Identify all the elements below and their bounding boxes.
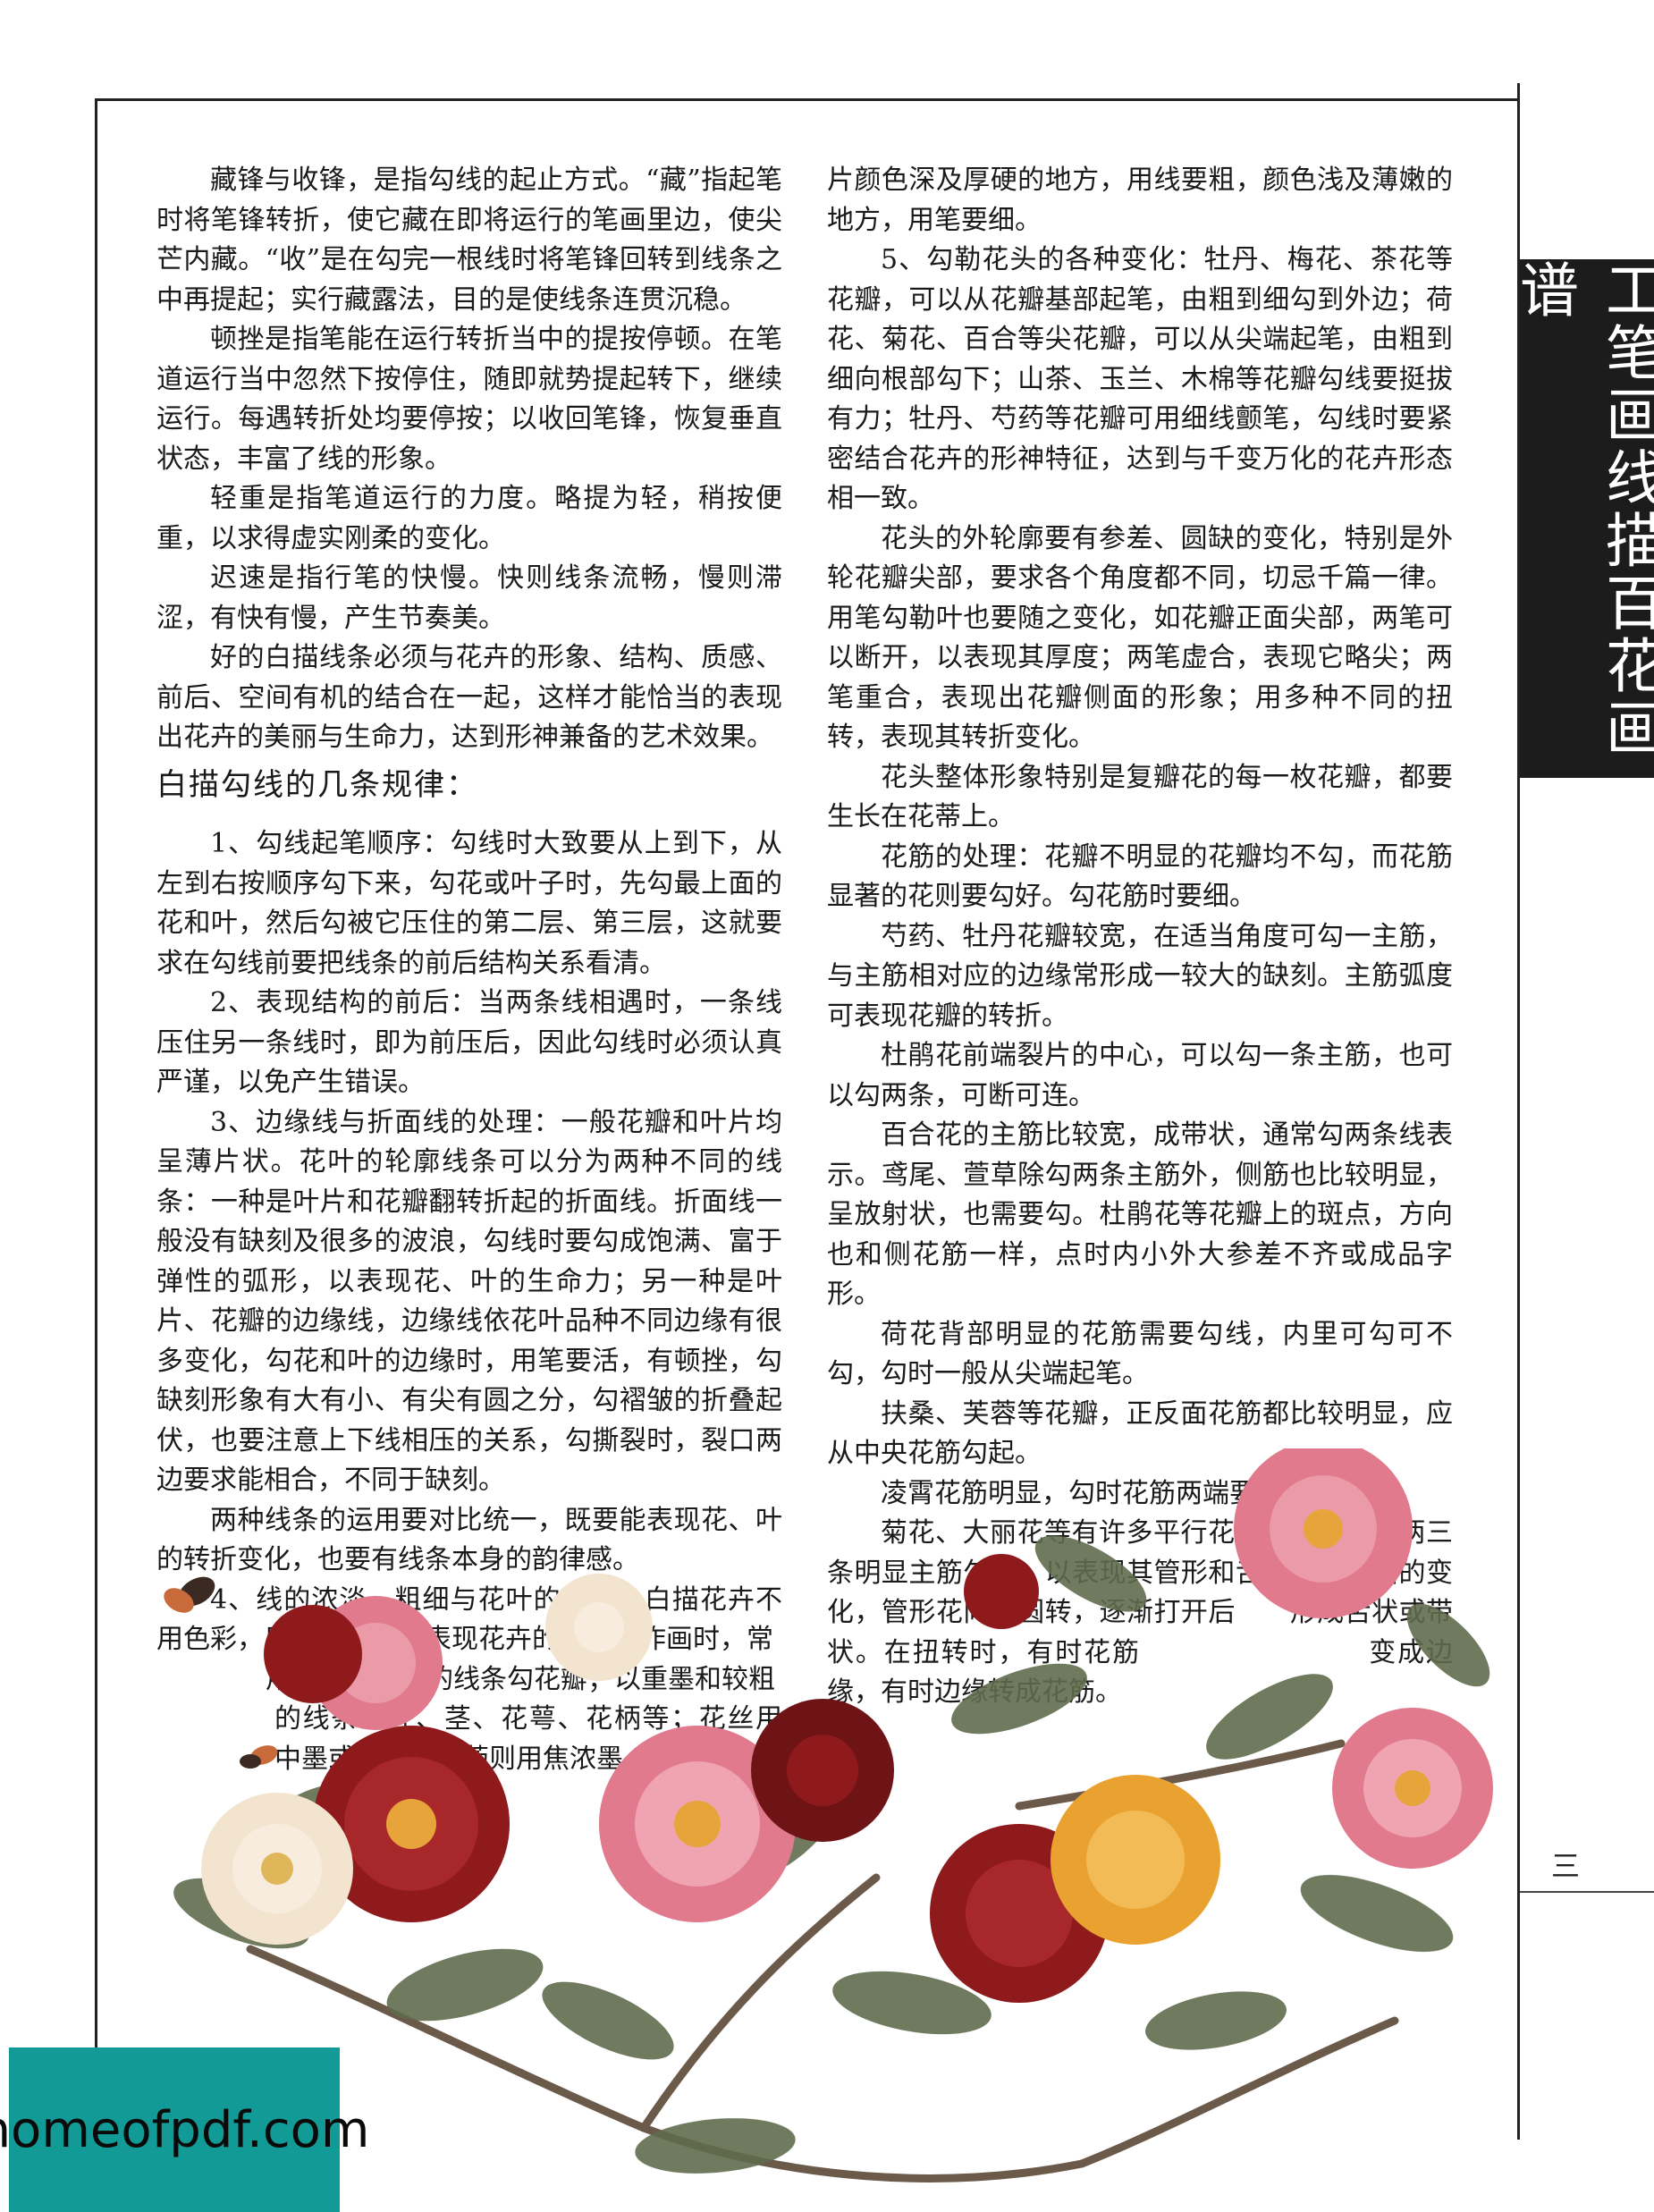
flower-pink-center	[599, 1726, 796, 1922]
page-number-rule	[1520, 1891, 1654, 1893]
paragraph: 芍药、牡丹花瓣较宽，在适当角度可勾一主筋，与主筋相对应的边缘常形成一较大的缺刻。…	[827, 920, 1453, 1032]
flower-pink-bottom-right	[1332, 1708, 1493, 1869]
butterfly-icon	[164, 1576, 215, 1613]
frame-right-rule	[1517, 83, 1520, 2140]
paragraph: 扶桑、芙蓉等花瓣，正反面花筋都比较明显，应从中央花筋勾起。	[827, 1397, 1453, 1470]
peony-painting	[164, 1448, 1493, 2182]
watermark-badge: homeofpdf.com	[0, 2047, 369, 2212]
paragraph: 片颜色深及厚硬的地方，用线要粗，颜色浅及薄嫩的地方，用笔要细。	[827, 165, 1453, 236]
paragraph: 荷花背部明显的花筋需要勾线，内里可勾可不勾，勾时一般从尖端起笔。	[827, 1318, 1453, 1390]
paragraph: 2、表现结构的前后：当两条线相遇时，一条线压住另一条线时，即为前压后，因此勾线时…	[156, 987, 782, 1098]
paragraph: 杜鹃花前端裂片的中心，可以勾一条主筋，也可以勾两条，可断可连。	[827, 1040, 1453, 1111]
flower-pink-top-right	[1234, 1448, 1413, 1618]
paragraph: 花头的外轮廓要有参差、圆缺的变化，特别是外轮花瓣尖部，要求各个角度都不同，切忌千…	[827, 522, 1453, 754]
bud-red-right	[964, 1554, 1039, 1629]
side-title-bar: 工笔画线描百花画谱	[1510, 259, 1654, 778]
paragraph: 百合花的主筋比较宽，成带状，通常勾两条线表示。鸢尾、萱草除勾两条主筋外，侧筋也比…	[827, 1119, 1453, 1310]
right-column: 片颜色深及厚硬的地方，用线要粗，颜色浅及薄嫩的地方，用笔要细。 5、勾勒花头的各…	[827, 161, 1453, 1713]
paragraph: 轻重是指笔道运行的力度。略提为轻，稍按便重，以求得虚实刚柔的变化。	[156, 483, 782, 554]
paragraph: 5、勾勒花头的各种变化：牡丹、梅花、茶花等花瓣，可以从花瓣基部起笔，由粗到细勾到…	[827, 244, 1453, 514]
watermark-text: homeofpdf.com	[0, 2100, 370, 2159]
paragraph: 1、勾线起笔顺序：勾线时大致要从上到下，从左到右按顺序勾下来，勾花或叶子时，先勾…	[156, 828, 782, 979]
flower-red-left	[313, 1726, 510, 1922]
section-heading: 白描勾线的几条规律：	[156, 766, 478, 803]
paragraph: 花筋的处理：花瓣不明显的花瓣均不勾，而花筋显著的花则要勾好。勾花筋时要细。	[827, 840, 1453, 913]
flower-pink-top-left	[264, 1596, 443, 1730]
page-number: 三	[1551, 1849, 1581, 1883]
flower-yellow-right	[1051, 1775, 1220, 1945]
flower-red-center	[751, 1699, 894, 1842]
paragraph: 顿挫是指笔能在运行转折当中的提按停顿。在笔道运行当中忽然下按停住，随即就势提起转…	[156, 324, 782, 475]
flower-white-left	[201, 1793, 353, 1945]
flower-white-center	[545, 1574, 653, 1681]
page-frame	[95, 98, 1520, 2155]
paragraph: 3、边缘线与折面线的处理：一般花瓣和叶片均呈薄片状。花叶的轮廓线条可以分为两种不…	[156, 1106, 782, 1497]
paragraph: 好的白描线条必须与花卉的形象、结构、质感、前后、空间有机的结合在一起，这样才能恰…	[156, 642, 782, 753]
paragraph: 4、线的浓淡、粗细与花叶的质感：白描花卉不用色彩，只用墨色变化表现花卉的质感。作…	[156, 1583, 782, 1656]
left-column: 藏锋与收锋，是指勾线的起止方式。“藏”指起笔时将笔锋转折，使它藏在即将运行的笔画…	[156, 161, 782, 1779]
branches	[246, 1739, 1399, 2182]
paragraph: 花头整体形象特别是复瓣花的每一枚花瓣，都要生长在花蒂上。	[827, 761, 1453, 833]
paragraph: 两种线条的运用要对比统一，既要能表现花、叶的转折变化，也要有线条本身的韵律感。	[156, 1504, 782, 1576]
butterfly-small-icon	[240, 1745, 278, 1769]
paragraph: 迟速是指行笔的快慢。快则线条流畅，慢则滞涩，有快有慢，产生节奏美。	[156, 562, 782, 634]
paragraph: 藏锋与收锋，是指勾线的起止方式。“藏”指起笔时将笔锋转折，使它藏在即将运行的笔画…	[156, 165, 782, 316]
side-title-text: 工笔画线描百花画谱	[1510, 259, 1654, 760]
